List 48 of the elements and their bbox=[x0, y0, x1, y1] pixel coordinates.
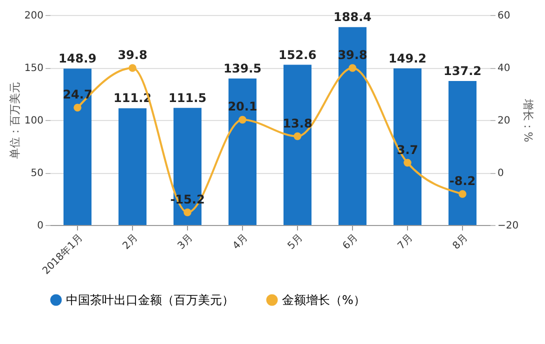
x-tick-label: 5月 bbox=[286, 232, 306, 252]
y-tick-label: 100 bbox=[24, 116, 44, 126]
bar bbox=[448, 80, 476, 225]
y-tick-label: 0 bbox=[37, 220, 44, 232]
y-tick-label: 200 bbox=[24, 10, 44, 22]
data-label: 139.5 bbox=[224, 62, 262, 76]
point bbox=[404, 158, 412, 167]
x-tick-label: 3月 bbox=[176, 232, 196, 252]
point bbox=[184, 208, 192, 216]
bar bbox=[118, 108, 146, 225]
data-label: 148.9 bbox=[58, 52, 96, 66]
point bbox=[74, 104, 82, 112]
data-label: 111.5 bbox=[168, 90, 206, 105]
point bbox=[348, 64, 356, 72]
x-tick-label: 7月 bbox=[396, 232, 416, 252]
point bbox=[294, 132, 302, 140]
legend-label: 中国茶叶出口金额（百万美元） bbox=[66, 293, 234, 307]
data-label: 149.2 bbox=[388, 51, 426, 66]
bar bbox=[284, 64, 312, 225]
legend-label: 金额增长（%） bbox=[282, 293, 366, 307]
data-label: -8.2 bbox=[449, 174, 476, 188]
bar bbox=[64, 68, 92, 225]
y2-tick-label: 40 bbox=[498, 63, 510, 74]
data-label: 39.8 bbox=[118, 48, 148, 62]
data-label: 188.4 bbox=[334, 10, 372, 24]
x-tick-label: 8月 bbox=[450, 232, 470, 252]
x-tick-label: 6月 bbox=[340, 232, 360, 252]
y-axis-title: 单位：百万美元 bbox=[8, 82, 22, 159]
bar bbox=[228, 78, 256, 225]
bar bbox=[338, 27, 366, 225]
point bbox=[128, 64, 136, 72]
data-label: 13.8 bbox=[282, 116, 312, 130]
y-tick-label: 150 bbox=[24, 63, 44, 74]
y2-axis-title: 增长：% bbox=[522, 98, 535, 142]
y2-tick-label: 0 bbox=[498, 168, 504, 179]
point bbox=[458, 190, 466, 198]
y-tick-label: 50 bbox=[30, 168, 44, 179]
data-label: 20.1 bbox=[228, 100, 258, 114]
y2-tick-label: −20 bbox=[498, 220, 519, 232]
data-label: 137.2 bbox=[444, 64, 482, 78]
data-label: 39.8 bbox=[338, 48, 368, 62]
data-label: 152.6 bbox=[278, 48, 316, 62]
y2-tick-label: 20 bbox=[498, 116, 510, 126]
y2-tick-label: 60 bbox=[498, 10, 510, 22]
bar bbox=[394, 68, 422, 225]
x-tick-label: 2月 bbox=[120, 232, 140, 252]
point bbox=[238, 116, 246, 124]
x-tick-label: 4月 bbox=[230, 232, 250, 252]
